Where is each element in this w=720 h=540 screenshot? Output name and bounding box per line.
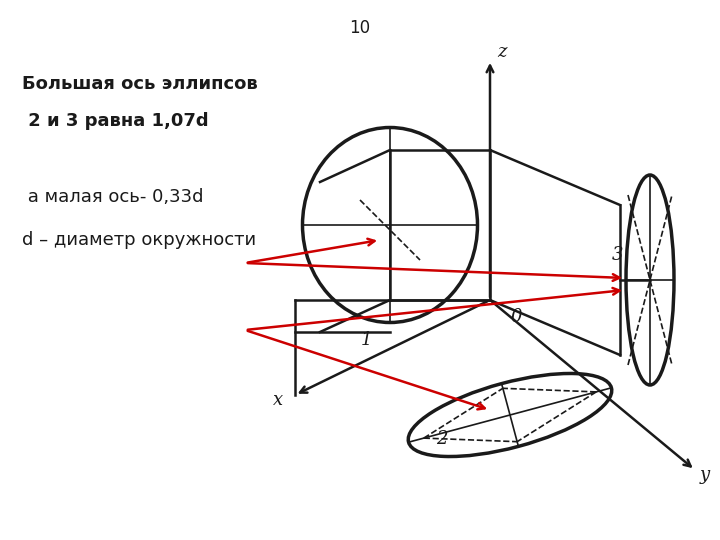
Text: 10: 10: [349, 19, 371, 37]
Text: 3: 3: [612, 246, 624, 264]
Text: 1: 1: [360, 331, 372, 349]
Text: 2: 2: [436, 430, 448, 448]
Text: Большая ось эллипсов: Большая ось эллипсов: [22, 75, 257, 93]
Text: d – диаметр окружности: d – диаметр окружности: [22, 231, 256, 249]
Text: y: y: [700, 466, 710, 484]
Text: а малая ось- 0,33d: а малая ось- 0,33d: [22, 188, 203, 206]
Text: 2 и 3 равна 1,07d: 2 и 3 равна 1,07d: [22, 112, 208, 131]
Text: z: z: [497, 43, 506, 61]
Text: x: x: [273, 391, 283, 409]
Text: 0: 0: [510, 308, 521, 326]
